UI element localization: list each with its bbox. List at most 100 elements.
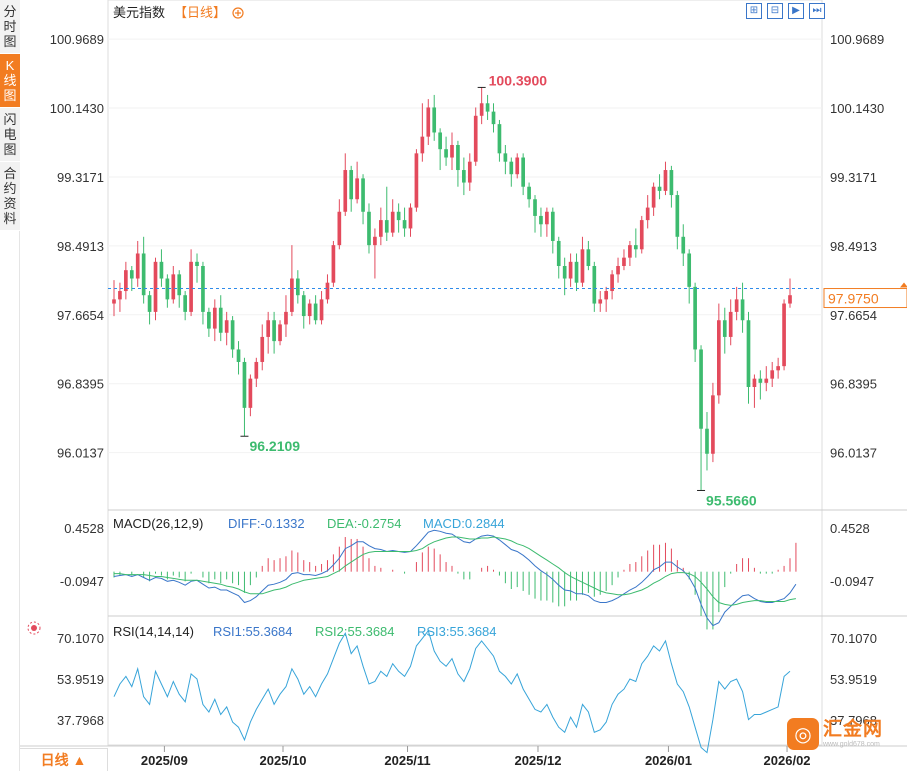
x-tick-label: 2025/09 — [141, 753, 188, 768]
candle-body — [687, 253, 692, 287]
macd-diff-legend: DIFF:-0.1332 — [228, 516, 305, 531]
candle-body — [467, 161, 472, 183]
candle-body — [183, 295, 187, 312]
candle-body — [426, 107, 431, 137]
candle-body — [610, 274, 614, 292]
y-tick-label-right: 100.1430 — [830, 101, 884, 116]
candle-body — [556, 240, 561, 266]
candle-body — [770, 370, 775, 379]
last-price-label: 97.9750 — [828, 291, 879, 307]
y-tick-label-left: 99.3171 — [57, 170, 104, 185]
last-price-box — [823, 288, 907, 309]
candle-body — [485, 103, 490, 112]
y-tick-label-left: 98.4913 — [57, 239, 104, 254]
y-tick-label-right: 96.8395 — [830, 377, 877, 392]
macd-tick-left: 0.4528 — [64, 521, 104, 536]
candle-body — [195, 261, 199, 266]
macd-layer: 0.4528 0.4528 -0.0947 -0.0947 — [60, 521, 874, 630]
candle-body — [135, 253, 140, 279]
candle-body — [331, 245, 336, 283]
y-tick-label-left: 97.6654 — [57, 308, 104, 323]
candle-body — [343, 170, 348, 212]
candle-body — [290, 278, 294, 312]
candle-body — [717, 320, 721, 396]
candle-body — [129, 270, 134, 279]
candle-body — [272, 320, 276, 342]
candle-body — [361, 178, 365, 212]
candle-body — [396, 211, 401, 221]
period-selector[interactable]: 日线 ▲ — [20, 748, 108, 771]
tab-kline[interactable]: K线图 — [0, 54, 20, 108]
y-tick-label-right: 100.9689 — [830, 32, 884, 47]
candle-body — [639, 220, 644, 250]
period-label[interactable]: 【日线】 — [174, 5, 226, 20]
tab-timeshare[interactable]: 分时图 — [0, 0, 20, 54]
candle-body — [479, 103, 484, 116]
candle-body — [746, 320, 751, 387]
candle-body — [545, 211, 549, 225]
y-tick-label-right: 96.0137 — [830, 446, 877, 461]
logo-icon: ◎ — [787, 718, 819, 750]
candle-body — [722, 320, 727, 337]
y-tick-label-left: 96.8395 — [57, 377, 104, 392]
candle-body — [355, 178, 359, 200]
dea-line — [114, 536, 796, 606]
candle-body — [420, 136, 425, 154]
rsi-line — [113, 629, 791, 754]
candle-body — [337, 211, 342, 246]
candle-body — [159, 261, 164, 279]
tab-flash[interactable]: 闪电图 — [0, 108, 20, 162]
candle-body — [260, 336, 265, 362]
plus-circle-icon[interactable] — [232, 7, 244, 19]
candle-body — [752, 378, 757, 387]
play-icon[interactable]: ▶ — [788, 3, 804, 19]
high-label: 100.3900 — [489, 72, 548, 88]
logo-name: 汇金网 — [823, 718, 884, 740]
rsi-tick-left: 53.9519 — [57, 672, 104, 687]
candle-body — [521, 157, 525, 187]
candle-body — [503, 153, 508, 162]
zoom-in-icon[interactable]: ⊞ — [746, 3, 762, 19]
candle-body — [189, 261, 193, 312]
candles-layer — [112, 87, 792, 491]
macd-tick-right: -0.0947 — [830, 574, 874, 589]
zoom-out-icon[interactable]: ⊟ — [767, 3, 783, 19]
rsi-settings-icon[interactable] — [27, 621, 41, 635]
candle-body — [509, 161, 514, 175]
macd-tick-right: 0.4528 — [830, 521, 870, 536]
candle-body — [242, 361, 247, 408]
candle-body — [497, 124, 502, 154]
candle-body — [402, 220, 407, 229]
candle-body — [432, 107, 437, 133]
candle-body — [533, 199, 537, 216]
candle-body — [462, 170, 466, 183]
candle-body — [598, 299, 603, 304]
y-tick-label-right: 99.3171 — [830, 170, 877, 185]
candle-body — [165, 278, 170, 300]
candle-body — [254, 361, 259, 379]
x-tick-label: 2026/01 — [645, 753, 692, 768]
candle-body — [444, 149, 448, 158]
candle-body — [580, 249, 585, 283]
candle-body — [284, 311, 288, 325]
candle-body — [379, 220, 383, 237]
candle-body — [147, 295, 152, 312]
candle-body — [307, 303, 312, 317]
macd-dea-legend: DEA:-0.2754 — [327, 516, 401, 531]
candle-body — [112, 299, 116, 304]
rsi3-legend: RSI3:55.3684 — [417, 624, 497, 639]
candle-body — [248, 378, 253, 408]
candle-body — [230, 320, 235, 350]
y-tick-label-right: 97.6654 — [830, 308, 877, 323]
candle-body — [782, 303, 786, 367]
y-tick-label-left: 100.1430 — [50, 101, 104, 116]
rsi1-legend: RSI1:55.3684 — [213, 624, 293, 639]
candle-body — [622, 257, 626, 266]
candle-body — [740, 299, 745, 321]
candle-body — [153, 261, 158, 312]
candle-body — [177, 274, 182, 296]
tab-contract-info[interactable]: 合约资料 — [0, 162, 20, 231]
fast-forward-icon[interactable]: ⏭ — [809, 3, 825, 19]
candle-body — [675, 195, 680, 237]
